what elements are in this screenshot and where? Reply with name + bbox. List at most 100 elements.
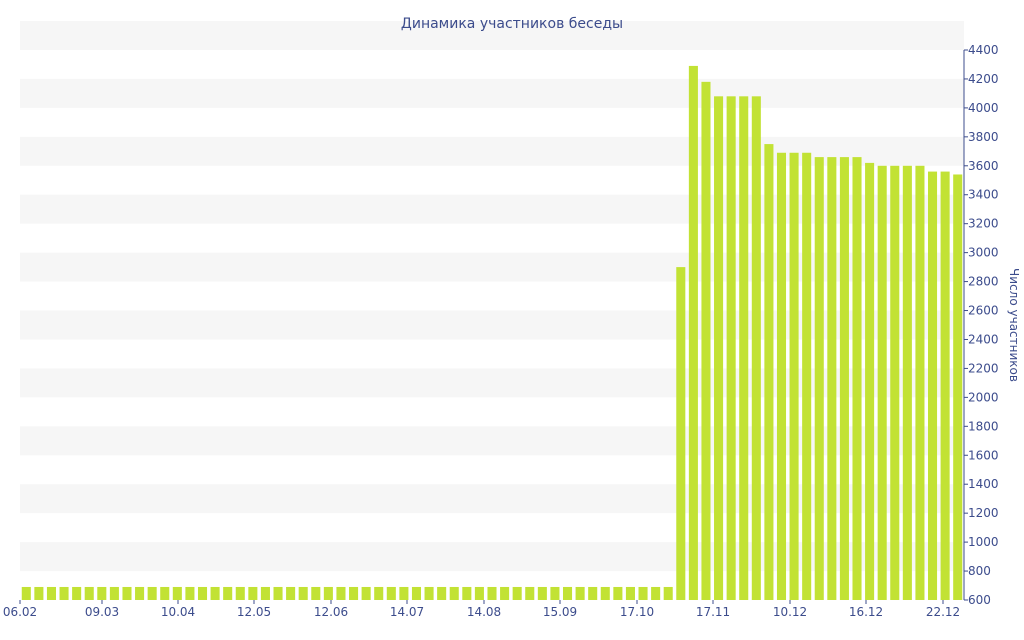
x-tick-label: 14.08 — [467, 605, 501, 619]
bar — [575, 586, 585, 600]
x-tick-label: 15.09 — [543, 605, 577, 619]
bar — [336, 586, 346, 600]
bar — [349, 586, 359, 600]
y-tick-label: 3600 — [968, 159, 999, 173]
bar — [613, 586, 623, 600]
bar — [298, 586, 308, 600]
bar — [84, 586, 94, 600]
bar — [550, 586, 560, 600]
grid-band — [20, 78, 964, 108]
grid-band — [20, 21, 964, 50]
y-axis-label: Число участников — [1007, 268, 1021, 382]
bar — [399, 586, 409, 600]
y-tick-label: 4000 — [968, 101, 999, 115]
bar — [474, 586, 484, 600]
bar — [109, 586, 119, 600]
bar — [651, 586, 661, 600]
y-tick-label: 600 — [968, 593, 991, 607]
x-axis-ticks: 06.02 09.03 10.04 12.05 12.06 14.07 14.08 15.09… — [3, 600, 960, 619]
bar — [122, 586, 132, 600]
bar — [739, 96, 749, 600]
bar — [286, 586, 296, 600]
bar — [688, 65, 698, 601]
y-tick-label: 1400 — [968, 477, 999, 491]
bar — [512, 586, 522, 600]
bar — [59, 586, 69, 600]
bar — [462, 586, 472, 600]
bar — [500, 586, 510, 600]
bar — [323, 586, 333, 600]
bar — [663, 586, 673, 600]
bar — [928, 171, 938, 600]
bar — [21, 586, 31, 600]
y-tick-label: 2200 — [968, 361, 999, 375]
bar — [223, 586, 233, 600]
y-tick-label: 800 — [968, 564, 991, 578]
bars — [21, 65, 963, 601]
bar — [940, 171, 950, 600]
bar — [437, 586, 447, 600]
bar — [701, 81, 711, 601]
bar — [273, 586, 283, 600]
bar — [135, 586, 145, 600]
bar — [638, 586, 648, 600]
x-tick-label: 12.05 — [237, 605, 271, 619]
x-tick-label: 06.02 — [3, 605, 37, 619]
bar — [34, 586, 44, 600]
bar — [424, 586, 434, 600]
bar — [953, 174, 963, 600]
bar — [726, 96, 736, 600]
bar — [260, 586, 270, 600]
y-tick-label: 1600 — [968, 448, 999, 462]
y-tick-label: 2000 — [968, 390, 999, 404]
bar — [72, 586, 82, 600]
bar — [877, 165, 887, 601]
y-tick-label: 2400 — [968, 332, 999, 346]
bar — [839, 157, 849, 601]
bar — [764, 144, 774, 600]
bar — [197, 586, 208, 600]
bar — [625, 586, 635, 600]
bar — [311, 586, 321, 600]
chart-title: Динамика участников беседы — [401, 16, 623, 32]
bar — [852, 157, 862, 601]
bar — [172, 586, 182, 600]
bar — [588, 586, 598, 600]
x-tick-label: 09.03 — [85, 605, 119, 619]
x-tick-label: 12.06 — [314, 605, 348, 619]
bar — [814, 157, 824, 601]
y-tick-label: 4400 — [968, 43, 999, 57]
y-tick-label: 1800 — [968, 419, 999, 433]
bar — [160, 586, 170, 600]
x-tick-label: 22.12 — [926, 605, 960, 619]
y-tick-label: 1200 — [968, 506, 999, 520]
bar — [210, 586, 220, 600]
x-tick-label: 14.07 — [390, 605, 424, 619]
x-tick-label: 10.04 — [161, 605, 195, 619]
bar — [185, 586, 195, 600]
y-tick-label: 2600 — [968, 304, 999, 318]
bar — [827, 157, 837, 601]
bar — [537, 586, 547, 600]
bar — [46, 586, 56, 600]
bar — [361, 586, 371, 600]
y-tick-label: 3000 — [968, 246, 999, 260]
bar — [147, 586, 157, 600]
bar — [902, 165, 912, 601]
bar — [97, 586, 107, 600]
bar — [890, 165, 900, 601]
bar — [449, 586, 459, 600]
bar — [802, 152, 812, 600]
bar — [411, 586, 422, 600]
bar — [487, 586, 497, 600]
y-tick-label: 3400 — [968, 188, 999, 202]
bar — [789, 152, 799, 600]
y-tick-label: 1000 — [968, 535, 999, 549]
bar — [374, 586, 384, 600]
bar — [915, 165, 925, 601]
bar — [776, 152, 787, 600]
bar — [600, 586, 610, 600]
bar — [248, 586, 258, 600]
